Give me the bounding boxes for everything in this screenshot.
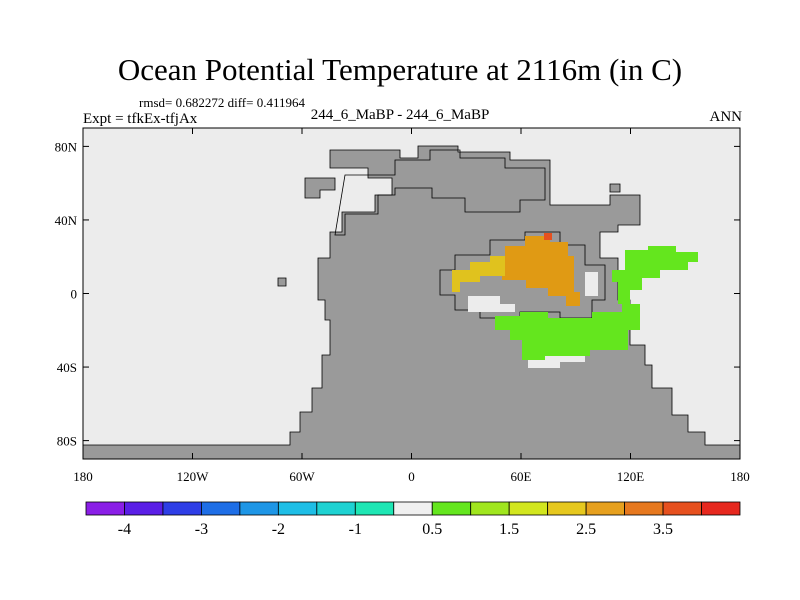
experiment-label: Expt = tfkEx-tfjAx	[83, 111, 198, 127]
colorbar-swatch	[316, 501, 356, 516]
colorbar-swatch	[547, 501, 587, 516]
lon-tick-label: 60E	[511, 469, 532, 484]
lon-tick-label: 60W	[289, 469, 315, 484]
anomaly-patch-green-east	[612, 246, 698, 304]
map-area	[82, 127, 741, 460]
colorbar-swatch	[239, 501, 279, 516]
colorbar-label: 1.5	[499, 521, 519, 538]
colorbar-swatch	[201, 501, 241, 516]
lat-tick-label: 80S	[57, 434, 77, 449]
colorbar-swatch	[701, 501, 741, 516]
colorbar-swatch	[124, 501, 164, 516]
colorbar-swatch	[354, 501, 395, 516]
lon-tick-label: 0	[408, 469, 415, 484]
colorbar-swatch	[277, 501, 318, 516]
stats-label: rmsd= 0.682272 diff= 0.411964	[139, 95, 305, 110]
colorbar-label: -2	[272, 521, 285, 538]
season-label: ANN	[709, 109, 743, 125]
land-mass-north-isle	[304, 177, 336, 199]
lon-tick-label: 120W	[177, 469, 210, 484]
colorbar-swatch	[393, 501, 433, 516]
case-label: 244_6_MaBP - 244_6_MaBP	[310, 107, 490, 123]
lon-tick-label: 180	[730, 469, 750, 484]
colorbar-swatch	[662, 501, 702, 516]
page-title: Ocean Potential Temperature at 2116m (in…	[117, 52, 683, 87]
colorbar-swatch	[162, 501, 202, 516]
lon-tick-label: 120E	[617, 469, 645, 484]
colorbar-label: 0.5	[422, 521, 442, 538]
colorbar-swatch	[585, 501, 625, 516]
anomaly-patch-yellow	[452, 256, 505, 292]
colorbar-swatch	[508, 501, 549, 516]
land-mass-main	[82, 145, 741, 460]
land-mass-small-isle	[277, 277, 287, 287]
lon-tick-label: 180	[73, 469, 93, 484]
colorbar: -4 -3 -2 -1 0.5 1.5 2.5 3.5	[85, 501, 741, 538]
land-mass-east-isle	[609, 183, 621, 193]
colorbar-swatch	[431, 501, 472, 516]
colorbar-label: 3.5	[653, 521, 673, 538]
lat-tick-label: 40S	[57, 360, 77, 375]
lat-tick-label: 80N	[55, 139, 78, 154]
anomaly-patch-orange	[502, 236, 580, 306]
colorbar-swatch	[85, 501, 125, 516]
axis-ticks: 180 120W 60W 0 60E 120E 180 80N 40N 0 40S 80S	[55, 128, 750, 484]
anomaly-patch-green-south	[495, 304, 640, 360]
colorbar-label: 2.5	[576, 521, 596, 538]
ocean-inlet-west	[468, 296, 515, 312]
colorbar-label: -1	[349, 521, 362, 538]
colorbar-label: -3	[195, 521, 208, 538]
basin-coast	[334, 149, 546, 236]
lat-tick-label: 0	[71, 287, 78, 302]
colorbar-swatch	[624, 501, 664, 516]
colorbar-swatch	[470, 501, 510, 516]
ocean-inlet-ne	[585, 272, 598, 296]
lat-tick-label: 40N	[55, 213, 78, 228]
anomaly-patch-peak	[544, 233, 552, 240]
colorbar-label: -4	[118, 521, 131, 538]
